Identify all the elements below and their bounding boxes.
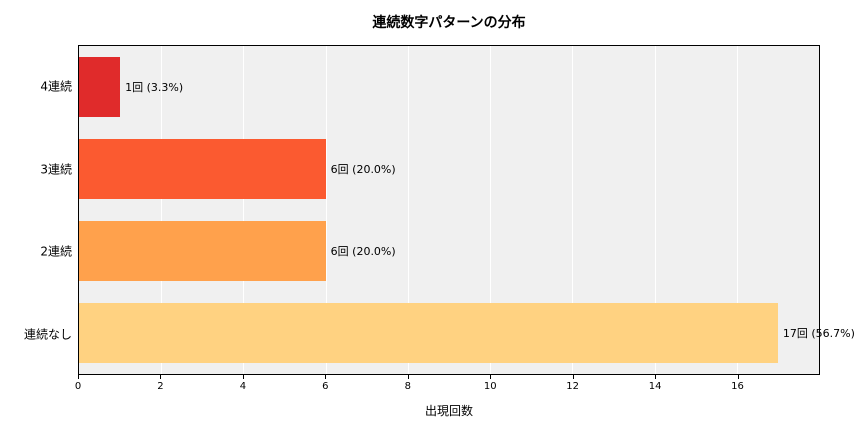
x-tick-label-6: 6 — [322, 381, 329, 392]
x-axis-label: 出現回数 — [424, 404, 473, 418]
x-tick-label-8: 8 — [404, 381, 411, 392]
x-tick-mark-14 — [655, 375, 657, 379]
chart-title: 連続数字パターンの分布 — [372, 15, 526, 31]
gridline-x-16 — [736, 46, 738, 374]
bar-value-label-1: 6回 (20.0%) — [330, 163, 396, 176]
x-tick-label-0: 0 — [74, 381, 82, 392]
bar-1 — [79, 138, 326, 200]
y-tick-label-0: 4連続 — [40, 79, 72, 94]
y-tick-label-3: 連続なし — [23, 327, 72, 342]
gridline-x-4 — [243, 46, 245, 374]
x-tick-mark-0 — [78, 375, 79, 379]
x-tick-mark-16 — [737, 375, 739, 379]
x-tick-mark-8 — [407, 375, 409, 379]
y-tick-label-1: 3連続 — [40, 162, 72, 177]
plot-area: 1回 (3.3%) 6回 (20.0%) 6回 (20.0%) 17回 (56.7%) — [78, 45, 855, 375]
x-tick-mark-4 — [242, 375, 244, 379]
bar-3 — [79, 302, 778, 364]
x-tick-mark-10 — [490, 375, 492, 379]
gridline-x-14 — [654, 46, 656, 374]
y-tick-label-2: 2連続 — [40, 244, 72, 259]
x-tick-mark-6 — [325, 375, 327, 379]
x-tick-mark-2 — [160, 375, 162, 379]
x-tick-label-4: 4 — [239, 381, 247, 392]
x-tick-label-16: 16 — [731, 381, 744, 392]
bar-value-label-0: 1回 (3.3%) — [125, 81, 184, 94]
x-tick-label-2: 2 — [157, 381, 164, 392]
bar-value-label-3: 17回 (56.7%) — [782, 327, 855, 340]
gridline-x-6 — [325, 46, 327, 374]
x-tick-label-10: 10 — [483, 381, 497, 392]
bar-2 — [79, 220, 326, 282]
plot-inner: 1回 (3.3%) 6回 (20.0%) 6回 (20.0%) 17回 (56.7%) — [79, 46, 855, 374]
x-tick-mark-12 — [572, 375, 574, 379]
gridline-x-10 — [490, 46, 492, 374]
gridline-x-12 — [572, 46, 574, 374]
bar-0 — [79, 56, 121, 118]
gridline-x-2 — [161, 46, 163, 374]
x-tick-label-12: 12 — [566, 381, 580, 392]
gridline-x-8 — [407, 46, 409, 374]
x-tick-label-14: 14 — [648, 381, 662, 392]
bar-value-label-2: 6回 (20.0%) — [330, 245, 396, 258]
